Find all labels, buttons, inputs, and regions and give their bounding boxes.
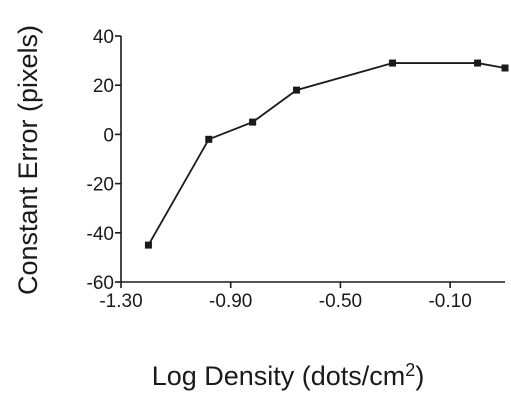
y-tick-label: -60	[87, 273, 114, 294]
axes	[120, 36, 505, 283]
x-tick-label: -0.90	[209, 291, 252, 312]
x-axis-title-superscript: 2	[405, 360, 415, 380]
y-ticks: -60 -40 -20 0 20 40	[87, 27, 121, 294]
x-axis-title-main: Log Density (dots/cm	[152, 361, 406, 391]
x-axis-title: Log Density (dots/cm2)	[152, 360, 425, 391]
y-tick-label: 0	[103, 125, 114, 146]
x-ticks: -1.30 -0.90 -0.50 -0.10	[99, 282, 472, 312]
y-tick-label: 40	[93, 27, 114, 48]
series-group	[144, 59, 509, 249]
x-tick-label: -0.10	[428, 291, 471, 312]
data-point-marker	[249, 118, 257, 126]
data-point-marker	[474, 59, 482, 67]
y-tick-label: 20	[93, 76, 114, 97]
data-point-marker	[144, 241, 152, 249]
x-tick-label: -0.50	[319, 291, 362, 312]
x-axis-title-suffix: )	[415, 361, 424, 391]
y-axis-title: Constant Error (pixels)	[13, 25, 43, 295]
y-tick-label: -40	[87, 224, 114, 245]
data-point-marker	[389, 59, 397, 67]
data-point-marker	[293, 86, 301, 94]
data-point-marker	[501, 64, 509, 72]
y-tick-label: -20	[87, 175, 114, 196]
data-point-marker	[205, 135, 213, 143]
series-line	[147, 62, 506, 246]
x-tick-label: -1.30	[99, 291, 142, 312]
